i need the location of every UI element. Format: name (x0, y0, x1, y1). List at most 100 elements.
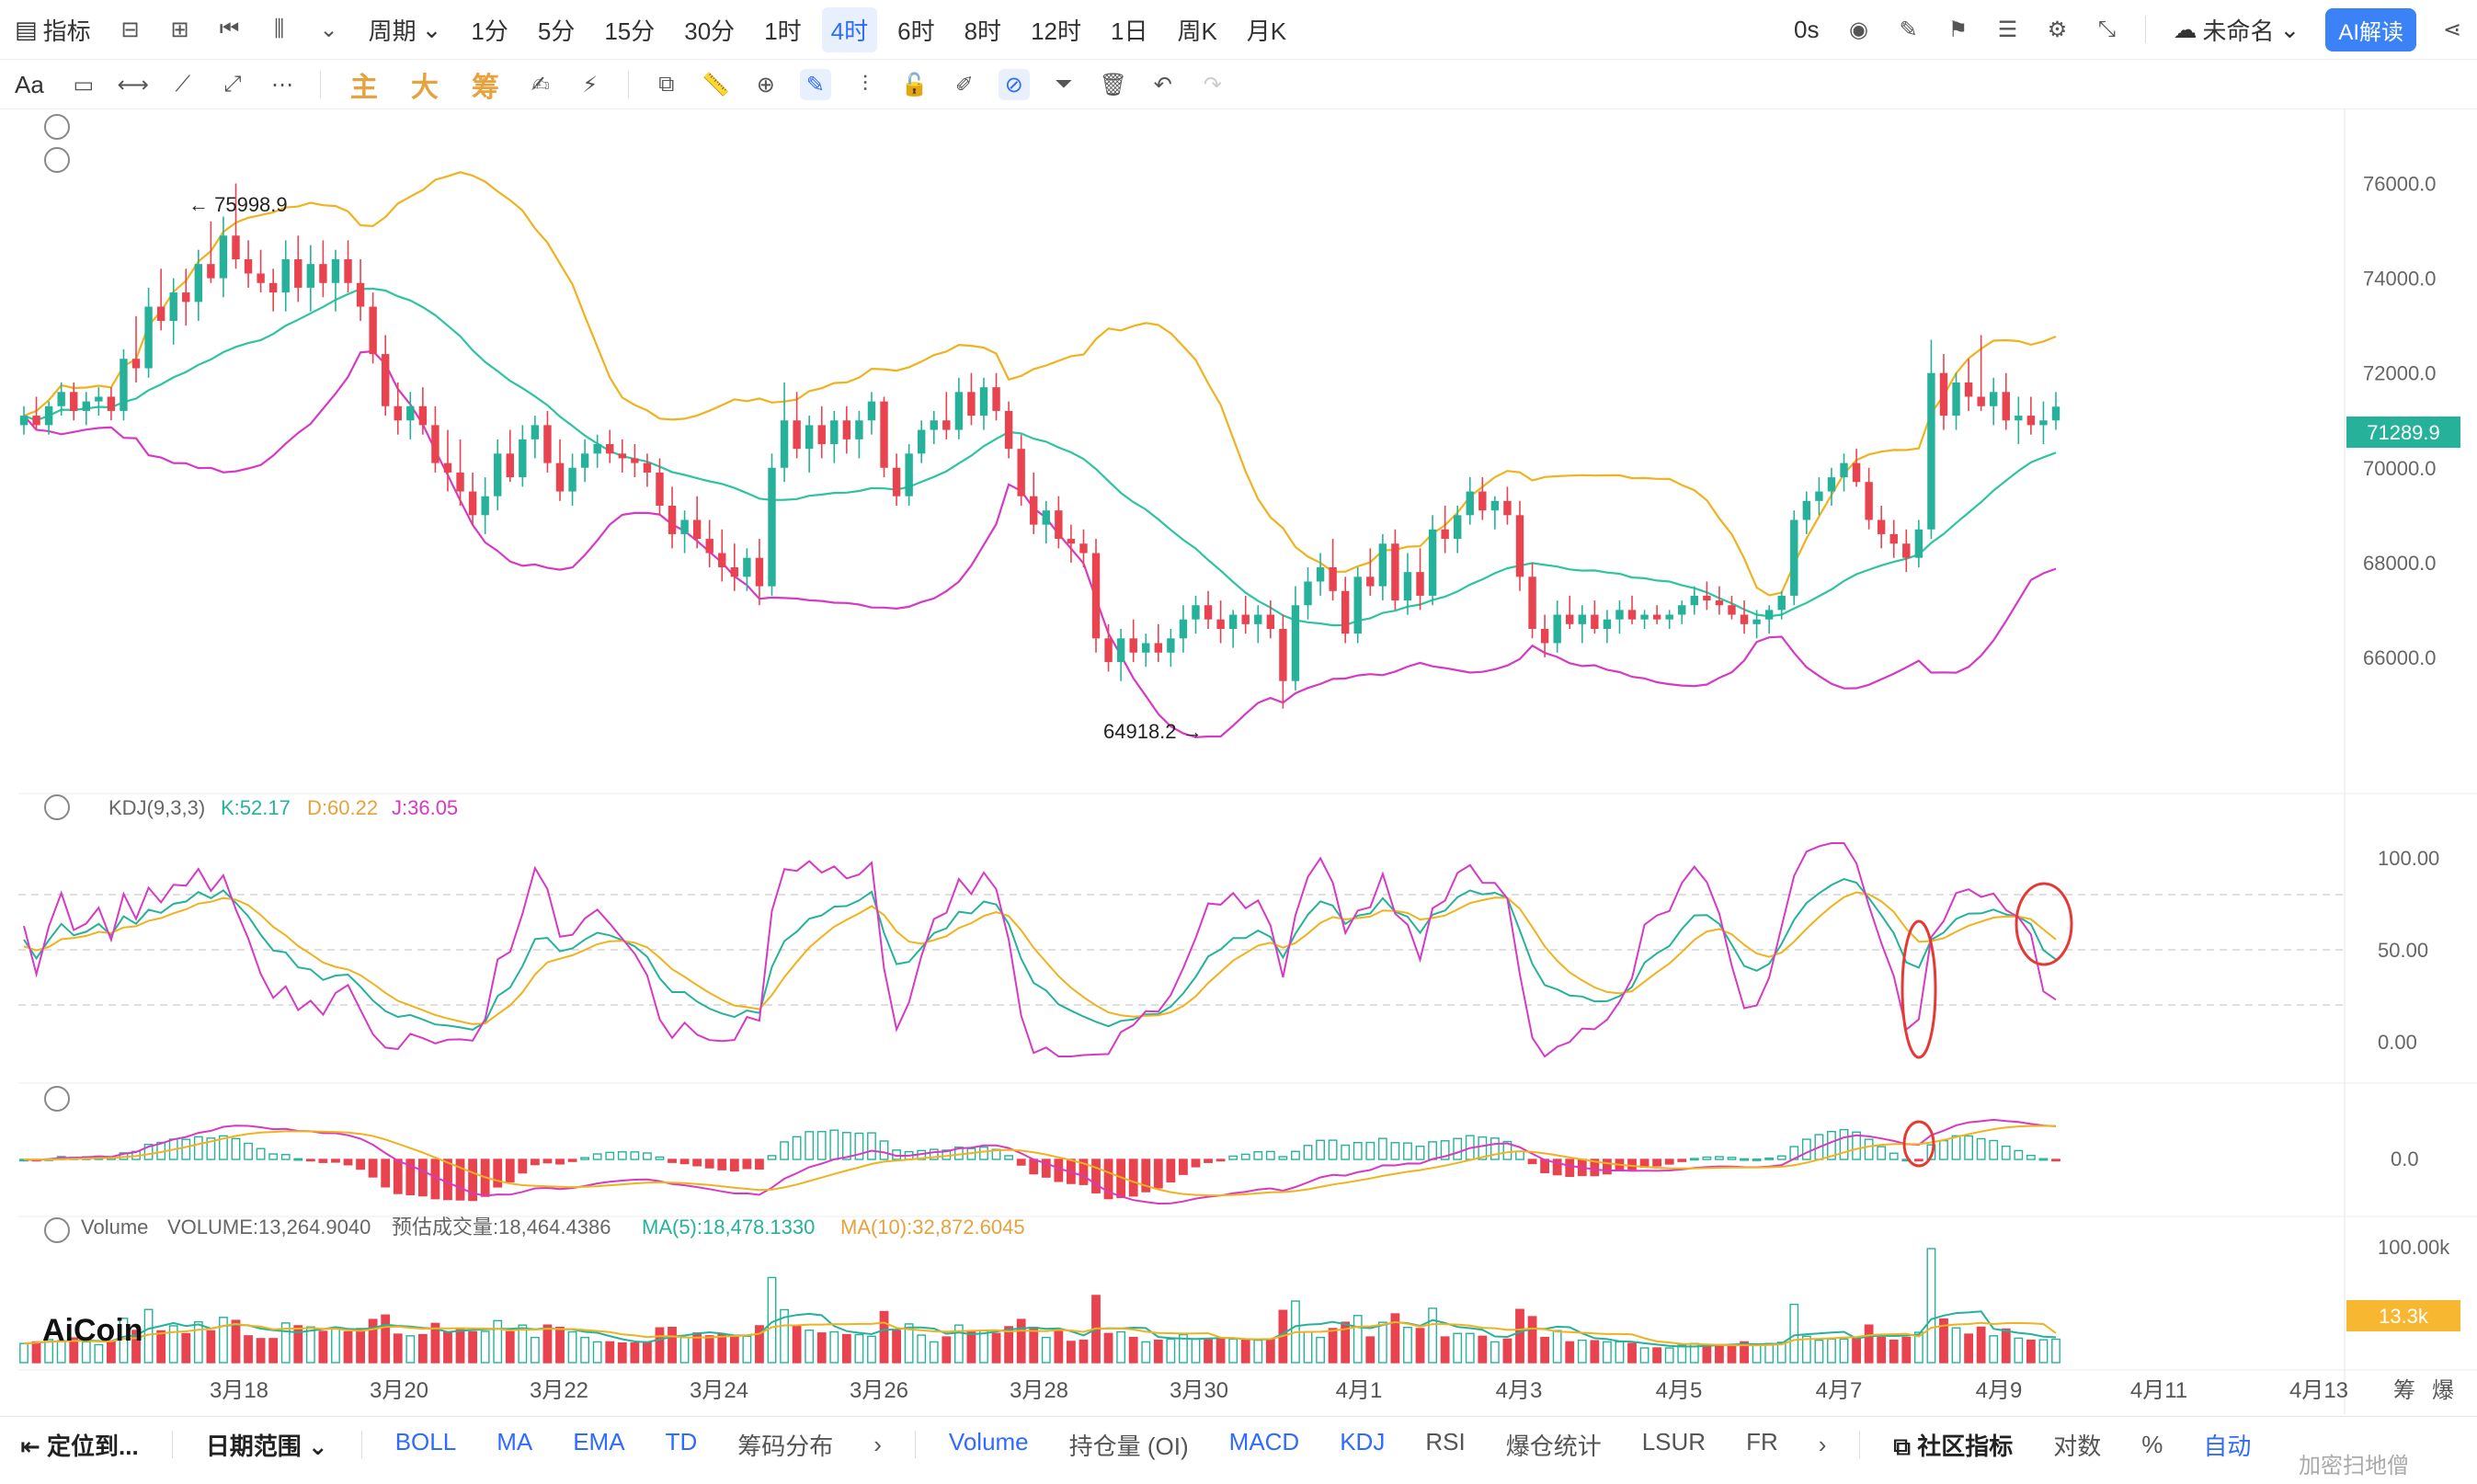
macd-bar (1702, 1156, 1712, 1160)
share-icon[interactable]: ⋖ (2442, 17, 2462, 42)
horizontal-line-icon[interactable]: ⟷ (117, 72, 150, 97)
price-chart[interactable]: ← 75998.9 64918.2 → 76000.0 74000.0 72000.… (0, 108, 2477, 1414)
cloud-icon: ☁ (2173, 15, 2197, 43)
expand-icon[interactable] (44, 114, 70, 140)
period-10[interactable]: 周K (1177, 17, 1217, 45)
expand-icon[interactable] (44, 794, 70, 820)
period-2[interactable]: 15分 (604, 17, 656, 45)
trend-line-icon[interactable]: ⤢ (223, 72, 242, 97)
period-7[interactable]: 8时 (964, 17, 1002, 45)
candle-body (1964, 382, 1973, 397)
x-axis-tool[interactable]: 爆 (2432, 1378, 2454, 1403)
sub-indicator-6[interactable]: LSUR (1641, 1427, 1707, 1455)
rectangle-icon[interactable]: ▭ (73, 72, 95, 97)
volume-bar (430, 1322, 440, 1364)
indicator-1[interactable]: MA (497, 1427, 533, 1455)
period-4[interactable]: 1时 (764, 17, 802, 45)
sign-icon[interactable]: ✍ (531, 72, 550, 97)
big-order-tool[interactable]: 大 (410, 73, 439, 103)
expand-icon[interactable] (44, 147, 70, 173)
candle-body (1079, 543, 1088, 554)
main-force-tool[interactable]: 主 (349, 73, 378, 103)
date-range-button[interactable]: 日期范围 ⌄ (205, 1432, 328, 1460)
replay-icon[interactable]: ⏮ (219, 17, 240, 41)
signal-icon[interactable]: ⚡ (582, 72, 599, 97)
period-0[interactable]: 1分 (471, 17, 508, 45)
log-scale-toggle[interactable]: 对数 (2053, 1432, 2102, 1460)
camera-icon[interactable]: ◉ (1849, 17, 1868, 42)
macd-bar (542, 1159, 553, 1164)
sub-indicator-2[interactable]: MACD (1228, 1427, 1300, 1455)
community-indicators-button[interactable]: ⧉ 社区指标 (1893, 1432, 2014, 1460)
ray-icon[interactable]: ⟋ (175, 72, 191, 97)
lock-icon[interactable]: 🔓 (900, 72, 929, 97)
more-icon[interactable]: ⋯ (270, 72, 293, 97)
sub-indicator-7[interactable]: FR (1746, 1427, 1778, 1455)
collapse-icon[interactable]: ⤡ (2097, 17, 2117, 41)
macd-bar (143, 1143, 154, 1160)
candle-body (169, 292, 177, 321)
trash-icon[interactable]: 🗑 (1099, 72, 1128, 97)
candle-body (1391, 543, 1399, 601)
macd-bar (1253, 1150, 1263, 1160)
gear-icon[interactable]: ⚙ (2047, 17, 2068, 42)
multi-chart-icon[interactable]: ⊞ (170, 17, 189, 42)
period-1[interactable]: 5分 (537, 17, 576, 45)
indicator-0[interactable]: BOLL (394, 1427, 457, 1455)
volume-bar (1328, 1328, 1338, 1364)
candles-icon[interactable]: ⫶ (862, 72, 868, 97)
indicator-2[interactable]: EMA (573, 1427, 625, 1455)
candle-body (369, 306, 377, 355)
indicator-4[interactable]: 筹码分布 (737, 1432, 834, 1460)
volume-bar (2038, 1339, 2049, 1364)
period-6[interactable]: 6时 (897, 17, 935, 45)
draw-mode-icon[interactable]: ✎ (799, 69, 831, 100)
period-11[interactable]: 月K (1246, 17, 1287, 45)
auto-scale-toggle[interactable]: 自动 (2203, 1432, 2252, 1460)
volume-bar (381, 1314, 391, 1364)
sub-indicator-5[interactable]: 爆仓统计 (1505, 1432, 1602, 1460)
chevron-right-icon[interactable]: › (873, 1430, 882, 1458)
period-8[interactable]: 12时 (1031, 17, 1081, 45)
sub-indicator-0[interactable]: Volume (948, 1427, 1029, 1455)
magnet-icon[interactable]: ⊘ (998, 69, 1030, 100)
indicators-button[interactable]: ▤ 指标 (15, 13, 91, 47)
sub-indicator-1[interactable]: 持仓量 (OI) (1068, 1432, 1189, 1460)
macd-bar (381, 1159, 391, 1188)
candle-body (880, 401, 888, 468)
sub-indicator-3[interactable]: KDJ (1340, 1427, 1386, 1455)
ruler-icon[interactable]: 📏 (702, 72, 730, 97)
note-icon[interactable]: ✐ (954, 72, 974, 97)
filter-icon[interactable]: ⏷ (1055, 72, 1073, 97)
period-3[interactable]: 30分 (684, 17, 736, 45)
sub-indicator-4[interactable]: RSI (1425, 1427, 1466, 1455)
zoom-icon[interactable]: ⊕ (756, 72, 775, 97)
period-button[interactable]: 周期 ⌄ (369, 13, 442, 47)
locate-button[interactable]: ⇤ 定位到... (20, 1432, 139, 1460)
candle-body (1603, 619, 1612, 629)
chevron-down-icon[interactable]: ⌄ (319, 17, 338, 42)
candle-type-icon[interactable]: ⫼ (274, 17, 285, 41)
period-9[interactable]: 1日 (1110, 17, 1148, 45)
redo-icon[interactable]: ↷ (1203, 72, 1222, 97)
list-icon[interactable]: ☰ (1997, 17, 2018, 42)
macd-bar (331, 1159, 340, 1163)
candle-body (57, 392, 65, 406)
expand-icon[interactable] (44, 1217, 70, 1243)
chevron-right-icon[interactable]: › (1818, 1430, 1827, 1458)
text-tool[interactable]: Aa (15, 70, 44, 98)
pen-icon[interactable]: ✎ (1899, 17, 1918, 42)
chip-tool[interactable]: 筹 (471, 73, 499, 103)
template-icon[interactable]: ⊟ (120, 17, 140, 42)
bookmark-icon[interactable]: ⚑ (1947, 17, 1969, 42)
expand-icon[interactable] (44, 1086, 70, 1112)
indicator-3[interactable]: TD (665, 1427, 698, 1455)
percent-toggle[interactable]: % (2141, 1430, 2163, 1458)
layout-button[interactable]: ☁ 未命名 ⌄ (2174, 13, 2300, 47)
copy-icon[interactable]: ⧉ (658, 72, 675, 97)
x-axis-tool[interactable]: 筹 (2393, 1378, 2415, 1403)
candle-body (842, 420, 851, 439)
ai-interpret-button[interactable]: AI解读 (2325, 7, 2416, 51)
undo-icon[interactable]: ↶ (1153, 72, 1172, 97)
period-5[interactable]: 4时 (821, 6, 878, 52)
